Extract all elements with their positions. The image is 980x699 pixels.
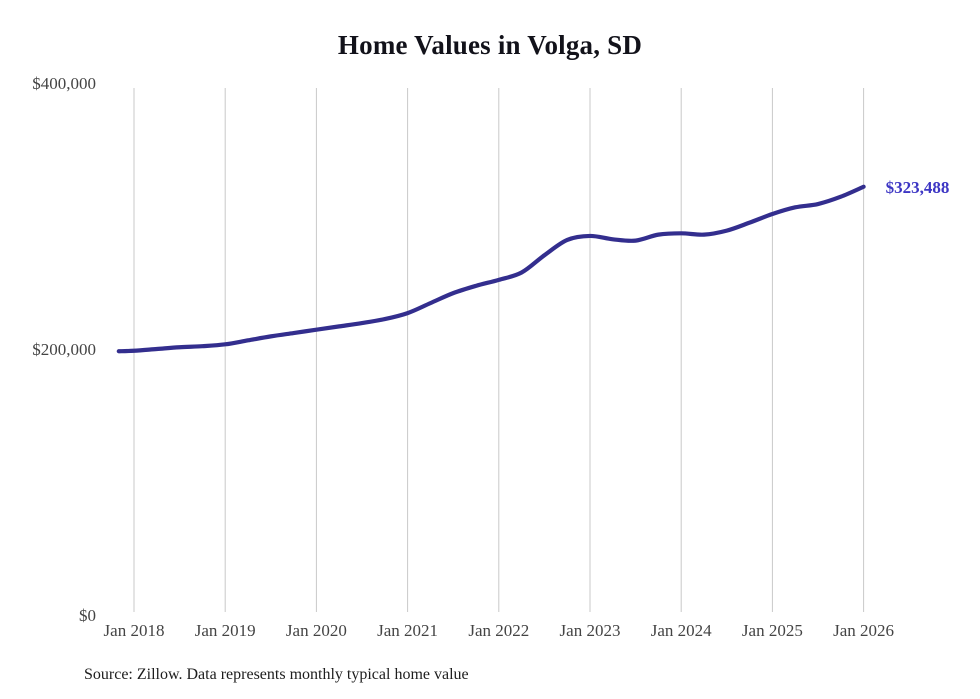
y-tick-label: $400,000 [32, 74, 96, 93]
x-tick-label: Jan 2025 [741, 621, 803, 640]
x-tick-label: Jan 2026 [833, 621, 895, 640]
x-tick-label: Jan 2021 [377, 621, 439, 640]
x-tick-label: Jan 2022 [468, 621, 530, 640]
x-tick-label: Jan 2019 [194, 621, 256, 640]
home-value-line [116, 184, 866, 354]
gridlines [133, 88, 865, 612]
page-title: Home Values in Volga, SD [337, 30, 643, 60]
y-tick-label: $0 [79, 606, 96, 625]
x-tick-label: Jan 2023 [559, 621, 621, 640]
source-note: Source: Zillow. Data represents monthly … [84, 666, 469, 683]
x-tick-label: Jan 2018 [103, 621, 165, 640]
y-tick-label: $200,000 [32, 340, 96, 359]
x-tick-label: Jan 2024 [650, 621, 712, 640]
end-value-label: $323,488 [885, 177, 950, 197]
x-tick-label: Jan 2020 [285, 621, 347, 640]
